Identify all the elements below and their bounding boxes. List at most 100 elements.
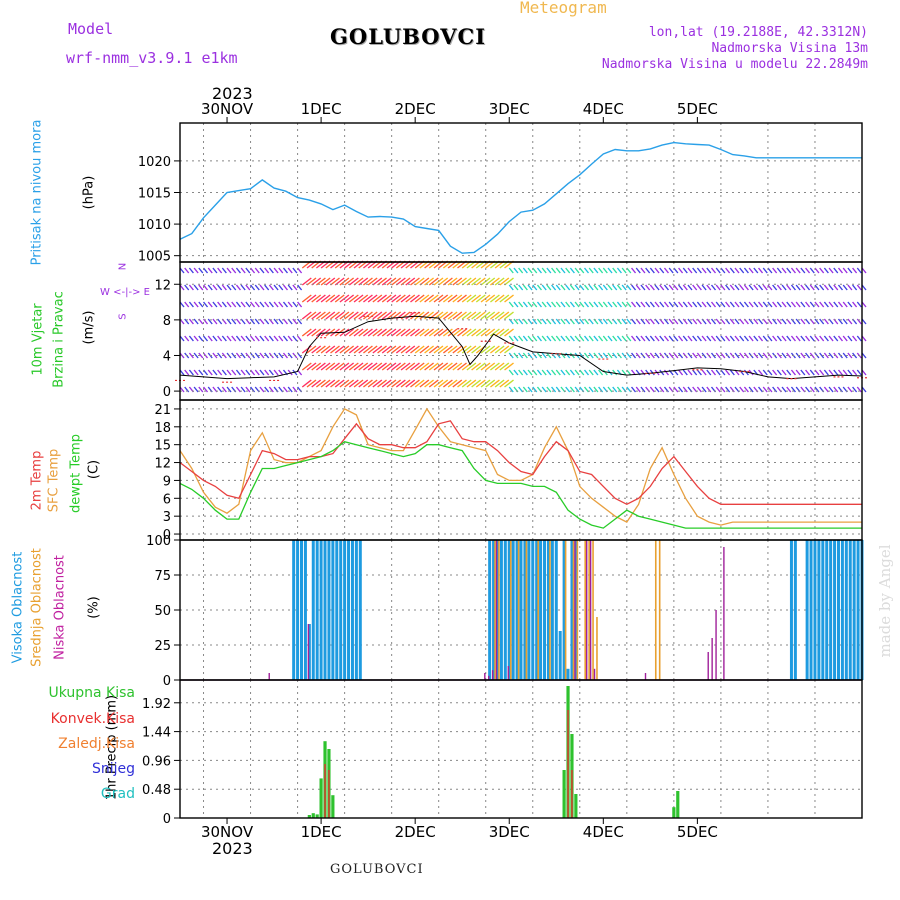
wind-arrow [311, 345, 322, 354]
wind-arrow [442, 328, 453, 337]
wind-arrow [776, 284, 782, 291]
wind-arrow [344, 277, 355, 286]
wind-arrow [814, 386, 820, 393]
wind-arrow [715, 301, 721, 308]
wind-arrow [508, 301, 514, 308]
wind-arrow [569, 386, 575, 393]
wind-arrow [649, 318, 655, 325]
wind-arrow [762, 301, 768, 308]
wind-arrow [508, 386, 514, 393]
wind-arrow [254, 284, 260, 291]
wind-arrow [739, 267, 745, 274]
wind-arrow [395, 362, 406, 371]
wind-arrow [626, 318, 632, 325]
wind-arrow [198, 352, 204, 359]
wind-arrow [776, 369, 782, 376]
wind-arrow [555, 369, 561, 376]
wind-arrow [410, 345, 420, 354]
wind-arrow [447, 379, 458, 388]
wind-arrow [692, 369, 698, 376]
wind-arrow [640, 335, 646, 342]
wind-arrow [414, 294, 425, 303]
wind-arrow [226, 369, 232, 376]
wind-arrow [598, 318, 604, 325]
station-title: GOLUBOVCI [330, 24, 487, 49]
wind-arrow [306, 328, 317, 337]
wind-arrow [574, 335, 580, 342]
cloud-bar-high [558, 631, 562, 680]
wind-arrow [226, 301, 232, 308]
sfc-temp-line [179, 407, 862, 526]
wind-arrow [725, 335, 731, 342]
precip-bar-total [562, 770, 566, 818]
wind-arrow [353, 328, 364, 337]
wind-arrow [344, 294, 355, 303]
wind-arrow [475, 294, 486, 303]
cloud-bar-mid [588, 540, 590, 680]
wind-arrow [663, 318, 670, 325]
wind-arrow [414, 277, 425, 286]
wind-arrow [734, 352, 740, 359]
precip-bar-total [672, 807, 676, 818]
y-tick-label: 25 [154, 639, 171, 654]
wind-arrow [734, 284, 740, 291]
wind-arrow [809, 369, 815, 376]
wind-arrow [480, 328, 491, 337]
date-label-top: 3DEC [489, 100, 530, 118]
wind-arrow [513, 369, 519, 376]
wind-arrow [508, 335, 514, 342]
wind-arrow [264, 369, 270, 376]
wind-arrow [748, 369, 754, 376]
wind-arrow [668, 352, 674, 359]
wind-arrow [532, 369, 538, 376]
wind-arrow [809, 284, 815, 291]
wind-arrow [786, 352, 792, 359]
wind-arrow [781, 301, 787, 308]
wind-arrow [795, 267, 801, 274]
wind-arrow [630, 318, 637, 325]
wind-arrow [673, 352, 679, 359]
wind-arrow [273, 335, 279, 342]
wind-arrow [278, 352, 284, 359]
wind-arrow [494, 362, 505, 371]
wind-arrow [790, 369, 796, 376]
wind-arrow [640, 284, 646, 291]
wind-arrow [245, 335, 251, 342]
wind-arrow [743, 267, 749, 274]
wind-arrow [809, 267, 815, 274]
wind-arrow [377, 362, 387, 371]
wind-arrow [395, 345, 406, 354]
wind-arrow [527, 284, 533, 291]
wind-arrow [762, 369, 768, 376]
wind-arrow [781, 352, 787, 359]
cloud-bar-mid [498, 540, 500, 680]
wind-arrow [593, 301, 599, 308]
wind-arrow [583, 386, 590, 393]
cloud-bar-high [296, 540, 300, 680]
wind-arrow [541, 284, 547, 291]
wind-arrow [513, 284, 519, 291]
date-label-top: 4DEC [583, 100, 624, 118]
wind-arrow [574, 369, 580, 376]
wind-arrow [696, 267, 702, 274]
wind-arrow [348, 345, 359, 354]
wind-arrow [231, 301, 237, 308]
wind-arrow [645, 335, 651, 342]
wind-arrow [381, 277, 392, 286]
wind-arrow [574, 386, 580, 393]
wind-arrow [673, 318, 679, 325]
cloud-bar-high [805, 540, 809, 680]
wind-arrow [536, 318, 543, 325]
wind-arrow [772, 369, 778, 376]
cloud-bar-high [844, 540, 848, 680]
wind-arrow [630, 352, 637, 359]
wind-arrow [212, 369, 218, 376]
wind-arrow [292, 284, 298, 291]
wind-arrow [452, 294, 463, 303]
wind-arrow [856, 369, 862, 376]
wind-arrow [762, 386, 768, 393]
wind-arrow [795, 284, 801, 291]
wind-arrow [212, 352, 218, 359]
wind-arrow [264, 352, 270, 359]
cloud-bar-high [350, 540, 354, 680]
